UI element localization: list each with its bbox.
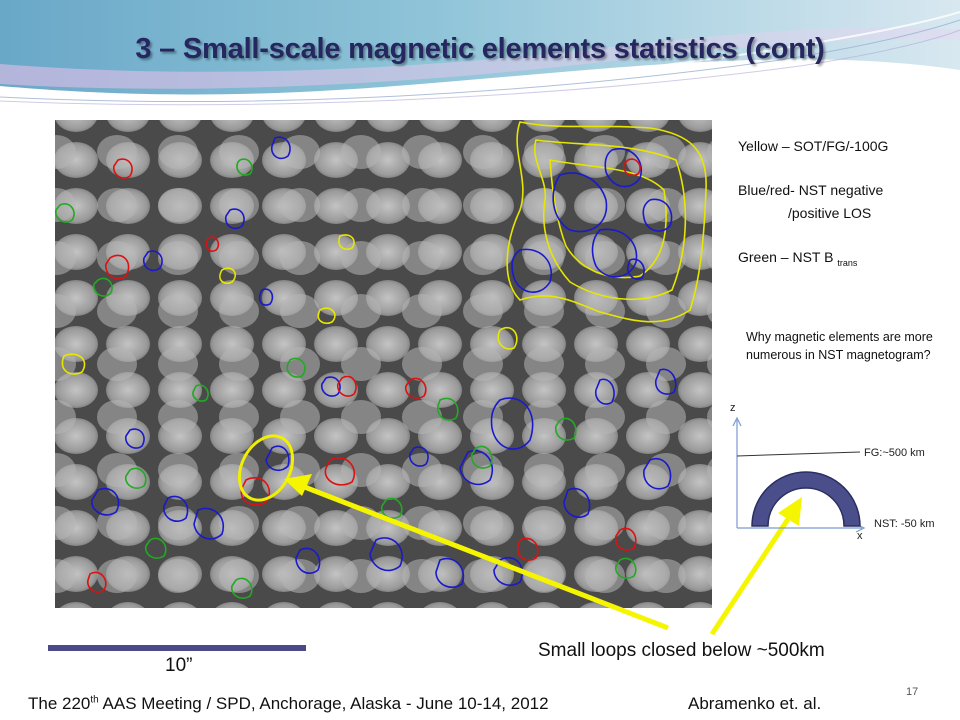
arrow-head-up (778, 497, 802, 526)
legend-blue-red-cont: /positive LOS (788, 205, 872, 221)
legend-green-sub: trans (837, 257, 858, 268)
z-axis-arrowhead (732, 416, 742, 427)
footer-meeting-sup: th (90, 694, 99, 706)
legend-blue-red: Blue/red- NST negative (738, 182, 884, 198)
x-axis-label: x (857, 530, 863, 542)
legend-yellow: Yellow – SOT/FG/-100G (738, 138, 889, 154)
footer-meeting-pre: The 220 (28, 694, 91, 713)
arrow-to-ellipse (301, 483, 669, 631)
pointer-arrows (284, 474, 802, 636)
magnetogram-image (54, 120, 712, 608)
blue-contours (91, 136, 677, 588)
arrow-head-left (284, 474, 312, 496)
slide-title: 3 – Small-scale magnetic elements statis… (135, 33, 825, 65)
height-diagram (732, 416, 866, 533)
page-number: 17 (906, 686, 919, 698)
magnetic-loop (751, 471, 861, 527)
fg-height-line (736, 451, 861, 457)
arrow-to-loop (709, 508, 797, 636)
footer-meeting-post: AAS Meeting / SPD, Anchorage, Alaska - J… (98, 694, 549, 713)
header-decoration (0, 0, 960, 106)
green-contours (54, 158, 637, 599)
legend-green: Green – NST B trans (738, 248, 857, 272)
red-contours (86, 158, 641, 593)
footer-meeting: The 220th AAS Meeting / SPD, Anchorage, … (28, 694, 549, 714)
caption: Small loops closed below ~500km (538, 640, 825, 661)
nst-height-label: NST: -50 km (874, 518, 935, 530)
footer-author: Abramenko et. al. (688, 694, 822, 713)
legend-green-text: Green – NST B (738, 249, 834, 265)
z-axis-label: z (730, 402, 736, 414)
scale-label: 10” (165, 655, 193, 676)
scale-bar (48, 645, 306, 651)
fg-height-label: FG:~500 km (864, 447, 925, 459)
question-text: Why magnetic elements are more numerous … (746, 330, 933, 362)
